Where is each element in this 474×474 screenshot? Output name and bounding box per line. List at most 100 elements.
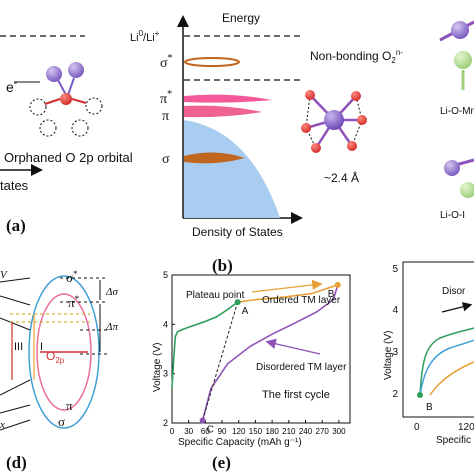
chart-f-yticks: 2 3 4 5: [392, 264, 398, 400]
chart-e-series-line-3: [202, 301, 239, 421]
panel-e-label: (e): [212, 453, 231, 472]
pi-star-band: [184, 94, 272, 103]
chart-e-point-c: [199, 417, 206, 424]
chart-e-annotation: The first cycle: [262, 389, 330, 401]
li-atom-icon: [444, 160, 460, 176]
sigma-star-orbital: [184, 57, 240, 67]
disordered-arrow: [265, 338, 321, 355]
vacancy-icon: [39, 119, 57, 137]
chart-e-ytick-label: 2: [163, 418, 168, 428]
sigma-label: σ: [58, 414, 65, 429]
panel-b-label: (b): [212, 256, 233, 275]
sigma-star-label: σ*: [160, 53, 173, 71]
dos-axis-label: Density of States: [192, 225, 283, 239]
chart-e-xlabel: Specific Capacity (mAh g⁻¹): [178, 437, 302, 448]
panel-a-axis-label: tates: [0, 178, 29, 193]
chart-e-xtick-label: 300: [332, 427, 346, 436]
chart-f-ytick: 4: [392, 305, 398, 316]
left-v-label: V: [0, 269, 8, 281]
chart-e-xtick-label: 240: [299, 427, 313, 436]
panel-a: e- Orphaned O 2p orbital tates (a): [0, 35, 133, 235]
oxygen-atom-icon: [305, 90, 315, 100]
chart-f-point-b: B: [426, 402, 433, 413]
chart-e-xtick-label: 150: [249, 427, 263, 436]
ordered-arrow: [251, 279, 323, 293]
electron-symbol: e-: [6, 78, 17, 95]
oxygen-atom-icon: [351, 91, 361, 101]
pi-label: π: [66, 398, 73, 413]
transition-metal-atom-icon: [460, 182, 474, 198]
chart-e-xtick-label: 180: [265, 427, 279, 436]
sigma-orbital: [184, 152, 245, 164]
bond-line: [71, 98, 87, 104]
chart-e-ytick-label: 3: [163, 369, 168, 379]
chart-f-green-curve: [419, 327, 474, 396]
sigma-star-label: σ*: [66, 269, 78, 285]
chart-e-xtick-label: 30: [184, 427, 193, 436]
bond-distance-label: ~2.4 Å: [324, 170, 359, 185]
chart-e-point-b: [334, 281, 341, 288]
pi-star-label: π*: [68, 294, 80, 310]
chart-e-points: A B C: [199, 281, 341, 436]
chart-e-xtick-label: 270: [316, 427, 330, 436]
left-x-label: x: [0, 419, 5, 431]
li-o-i-label: Li-O-I: [440, 210, 465, 221]
chart-e-series-line-0: [171, 301, 239, 389]
chart-e: Voltage (V) Specific Capacity (mAh g⁻¹) …: [152, 270, 351, 472]
energy-label: Energy: [222, 11, 260, 25]
bond-line: [67, 77, 75, 96]
chart-e-point-label-a: A: [242, 306, 249, 317]
sigma-label: σ: [162, 152, 170, 167]
chart-f-xtick: 120: [458, 422, 474, 433]
chart-f-series-label: Disor: [442, 286, 466, 297]
chart-f-arrow: [441, 302, 473, 313]
panel-f: Voltage (V) 2 3 4 5 0 120 Specific Disor…: [383, 261, 474, 446]
bond-line: [44, 98, 61, 105]
chart-e-point-a: [234, 299, 241, 306]
panel-b: Energy Li0/Li+ σ* π* π σ Non-bonding O2n…: [130, 11, 403, 275]
chart-e-ytick-label: 4: [163, 319, 168, 329]
panel-d: O2p σ* π* π σ Δσ Δπ III I V x (d): [0, 269, 118, 472]
disordered-label: Disordered TM layer: [256, 362, 347, 373]
chart-e-point-label-b: B: [328, 289, 335, 300]
chart-e-xtick-label: 0: [170, 427, 175, 436]
o2p-label: O2p: [46, 349, 65, 365]
nonbonding-label: Non-bonding O2n-: [310, 48, 403, 65]
delta-sigma-label: Δσ: [105, 286, 118, 298]
chart-e-series-line-2: [201, 284, 339, 421]
vacancy-icon: [85, 97, 103, 115]
li-atom-icon: [451, 21, 469, 39]
octahedral-cluster: [301, 90, 367, 153]
pi-star-label: π*: [160, 89, 172, 107]
bond-line: [57, 79, 67, 96]
plateau-point-label: Plateau point: [186, 290, 245, 301]
delta-pi-label: Δπ: [105, 321, 118, 333]
vacancy-icon: [71, 119, 89, 137]
panel-d-label: (d): [6, 453, 27, 472]
orbital-caption: Orphaned O 2p orbital: [4, 150, 133, 165]
chart-f-orange-curve: [429, 361, 474, 396]
chart-e-xtick-label: 60: [201, 427, 210, 436]
chart-e-point-label-c: C: [207, 425, 214, 436]
panel-c: Li-O-Mn Li-O-I: [439, 20, 474, 221]
vacancy-icon: [29, 98, 47, 116]
li-o-mn-label: Li-O-Mn: [440, 106, 474, 117]
region-one-label: I: [40, 341, 43, 353]
oxygen-atom-icon: [311, 143, 321, 153]
pi-band: [184, 105, 262, 118]
oxygen-atom-icon: [60, 93, 72, 105]
transition-metal-atom-icon: [454, 51, 472, 69]
chart-e-xtick-label: 90: [218, 427, 227, 436]
chart-e-series-line-1: [237, 284, 339, 303]
chart-f-xtick: 0: [414, 422, 420, 433]
chart-e-ylabel: Voltage (V): [152, 343, 163, 392]
li-level-label: Li0/Li+: [130, 29, 160, 44]
dos-blue-region: [184, 120, 280, 218]
li-atom-icon: [68, 62, 84, 78]
chart-f-xlabel: Specific: [436, 435, 471, 446]
chart-e-xtick-label: 120: [232, 427, 246, 436]
oxygen-atom-icon: [301, 123, 311, 133]
chart-e-ytick-label: 5: [163, 270, 168, 280]
chart-e-series: [171, 284, 339, 421]
